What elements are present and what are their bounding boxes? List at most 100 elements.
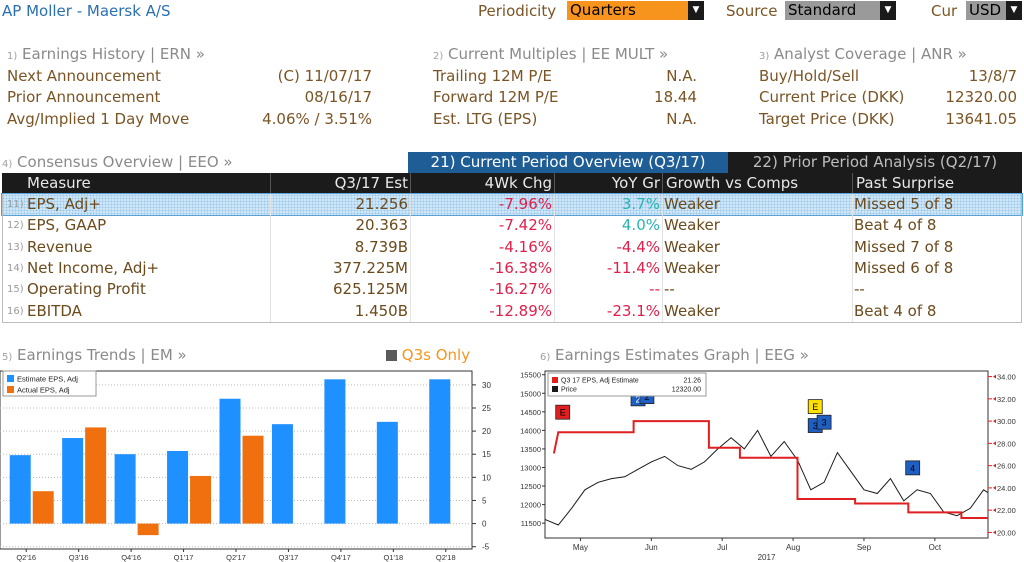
surprise-cell: Missed 6 of 8: [854, 258, 954, 277]
anr-label: Current Price (DKK): [759, 88, 905, 106]
price-line: [544, 429, 989, 526]
y2-tick-arrow: [993, 463, 996, 468]
y2-tick-label: 26.00: [997, 462, 1016, 471]
legend-swatch: [552, 377, 558, 383]
y2-tick-label: 30.00: [997, 417, 1016, 426]
estimate-bar: [429, 379, 451, 524]
y2-tick-label: 28.00: [997, 439, 1016, 448]
currency-dropdown[interactable]: USD ▼: [966, 1, 1022, 20]
y2-tick-arrow: [993, 419, 996, 424]
actual-bar: [85, 427, 107, 524]
event-marker-label: 4: [910, 463, 915, 473]
anr-value: 13641.05: [945, 110, 1017, 128]
legend-value: 21.26: [683, 378, 701, 385]
column-separator: [662, 194, 663, 322]
consensus-section-title[interactable]: 4) Consensus Overview | EEO »: [2, 153, 233, 171]
event-marker-label: 2: [636, 394, 641, 404]
x-tick-label: Q2'18: [436, 553, 456, 562]
mult-section-title[interactable]: 2) Current Multiples | EE MULT »: [433, 45, 668, 63]
legend-label: Estimate EPS, Adj: [17, 375, 78, 384]
anr-link: Analyst Coverage | ANR »: [774, 45, 967, 63]
comps-cell: Weaker: [664, 195, 720, 213]
periodicity-dropdown[interactable]: Quarters ▼: [567, 1, 704, 20]
measure-cell: EPS, Adj+: [27, 195, 101, 213]
measure-cell: EPS, GAAP: [27, 216, 107, 235]
mult-value: N.A.: [666, 67, 697, 85]
q3s-only-label: Q3s Only: [401, 346, 471, 364]
table-row[interactable]: 15) Operating Profit 625.125M -16.27% -- -- --: [2, 279, 1022, 300]
earnings-trends-chart[interactable]: -5 0 5 10 15 20 25 30 Q2'16 Q3'16 Q4'16 Q1'17 Q2'17 Q…: [0, 366, 510, 562]
estimate-cell: 625.125M: [333, 280, 408, 299]
col-yoy[interactable]: YoY Gr: [554, 173, 662, 194]
q3s-only-toggle[interactable]: Q3s Only: [386, 346, 470, 364]
surprise-cell: Missed 7 of 8: [854, 237, 954, 256]
x-tick-label: Q2'17: [226, 553, 246, 562]
x-tick-label: Q4'17: [331, 553, 351, 562]
y-tick-label: 15: [482, 450, 491, 459]
col-growth-vs-comps[interactable]: Growth vs Comps: [662, 173, 852, 194]
table-row[interactable]: 14) Net Income, Adj+ 377.225M -16.38% -11.4%…: [2, 258, 1022, 279]
event-marker-label: E: [560, 408, 566, 418]
col-4wk-chg[interactable]: 4Wk Chg: [410, 173, 554, 194]
table-row[interactable]: 16) EBITDA 1.450B -12.89% -23.1% Weaker Beat 4…: [2, 301, 1022, 322]
chevron-down-icon: ▼: [880, 1, 896, 20]
tab-prior-period[interactable]: 22) Prior Period Analysis (Q2/17): [728, 152, 1022, 173]
estimate-cell: 21.256: [355, 195, 409, 213]
table-header: Measure Q3/17 Est 4Wk Chg YoY Gr Growth …: [2, 173, 1022, 194]
comps-cell: --: [664, 280, 675, 299]
anr-value: 13/8/7: [968, 67, 1017, 85]
actual-bar: [190, 475, 212, 524]
actual-bar: [137, 523, 159, 536]
x-tick-label: Oct: [929, 543, 942, 552]
anr-label: Target Price (DKK): [759, 110, 895, 128]
x-tick-label: Aug: [786, 543, 800, 552]
source-dropdown[interactable]: Standard ▼: [785, 1, 896, 20]
ern-label: Next Announcement: [7, 67, 161, 85]
trends-section-title[interactable]: 5) Earnings Trends | EM »: [2, 346, 187, 364]
y-tick-label: 20: [482, 427, 491, 436]
chg-cell: -7.96%: [498, 195, 552, 213]
x-tick-label: Q3'16: [69, 553, 89, 562]
y-tick-label: 14500: [520, 408, 541, 417]
x-tick-label: Sep: [857, 543, 872, 552]
event-marker: [807, 399, 823, 415]
mult-label: Forward 12M P/E: [433, 88, 559, 106]
yoy-cell: -23.1%: [606, 301, 660, 320]
row-number: 16): [7, 305, 24, 317]
x-tick-label: Q4'16: [121, 553, 141, 562]
legend-box: [547, 372, 707, 397]
ern-label: Avg/Implied 1 Day Move: [7, 110, 190, 128]
y-tick-label: 13500: [520, 445, 541, 454]
estimate-bar: [167, 450, 189, 524]
y-tick-label: 12500: [520, 482, 541, 491]
chg-cell: -16.27%: [489, 280, 552, 299]
col-est[interactable]: Q3/17 Est: [270, 173, 410, 194]
ern-section-title[interactable]: 1) Earnings History | ERN »: [7, 45, 205, 63]
yoy-cell: -11.4%: [606, 258, 660, 277]
col-past-surprise[interactable]: Past Surprise: [852, 173, 1022, 194]
consensus-link: Consensus Overview | EEO »: [17, 153, 233, 171]
eeg-section-title[interactable]: 6) Earnings Estimates Graph | EEG »: [540, 346, 809, 364]
anr-value: 12320.00: [945, 88, 1017, 106]
anr-section-title[interactable]: 3) Analyst Coverage | ANR »: [759, 45, 967, 63]
estimate-bar: [324, 379, 346, 524]
x-tick-label: Q3'17: [279, 553, 299, 562]
earnings-estimates-graph[interactable]: 11500 12000 12500 13000 13500 14000 14500 15000…: [510, 366, 1024, 562]
table-row[interactable]: 11) EPS, Adj+ 21.256 -7.96% 3.7% Weaker Missed…: [1, 193, 1023, 216]
x-year-label: 2017: [758, 553, 776, 562]
table-row[interactable]: 12) EPS, GAAP 20.363 -7.42% 4.0% Weaker Beat 4…: [2, 215, 1022, 236]
table-row[interactable]: 13) Revenue 8.739B -4.16% -4.4% Weaker Missed …: [2, 237, 1022, 258]
mult-label: Est. LTG (EPS): [433, 110, 538, 128]
x-tick-label: Q1'17: [174, 553, 194, 562]
event-marker: [555, 404, 571, 420]
ern-label: Prior Announcement: [7, 88, 161, 106]
tab-current-period[interactable]: 21) Current Period Overview (Q3/17): [408, 152, 728, 173]
estimate-line: [552, 420, 988, 519]
comps-cell: Weaker: [664, 237, 720, 256]
table-border: [2, 322, 1022, 323]
estimate-bar: [9, 455, 31, 524]
legend-box: [2, 370, 97, 397]
col-measure[interactable]: Measure: [27, 174, 91, 192]
event-marker: [905, 460, 921, 476]
y2-tick-arrow: [993, 396, 996, 401]
